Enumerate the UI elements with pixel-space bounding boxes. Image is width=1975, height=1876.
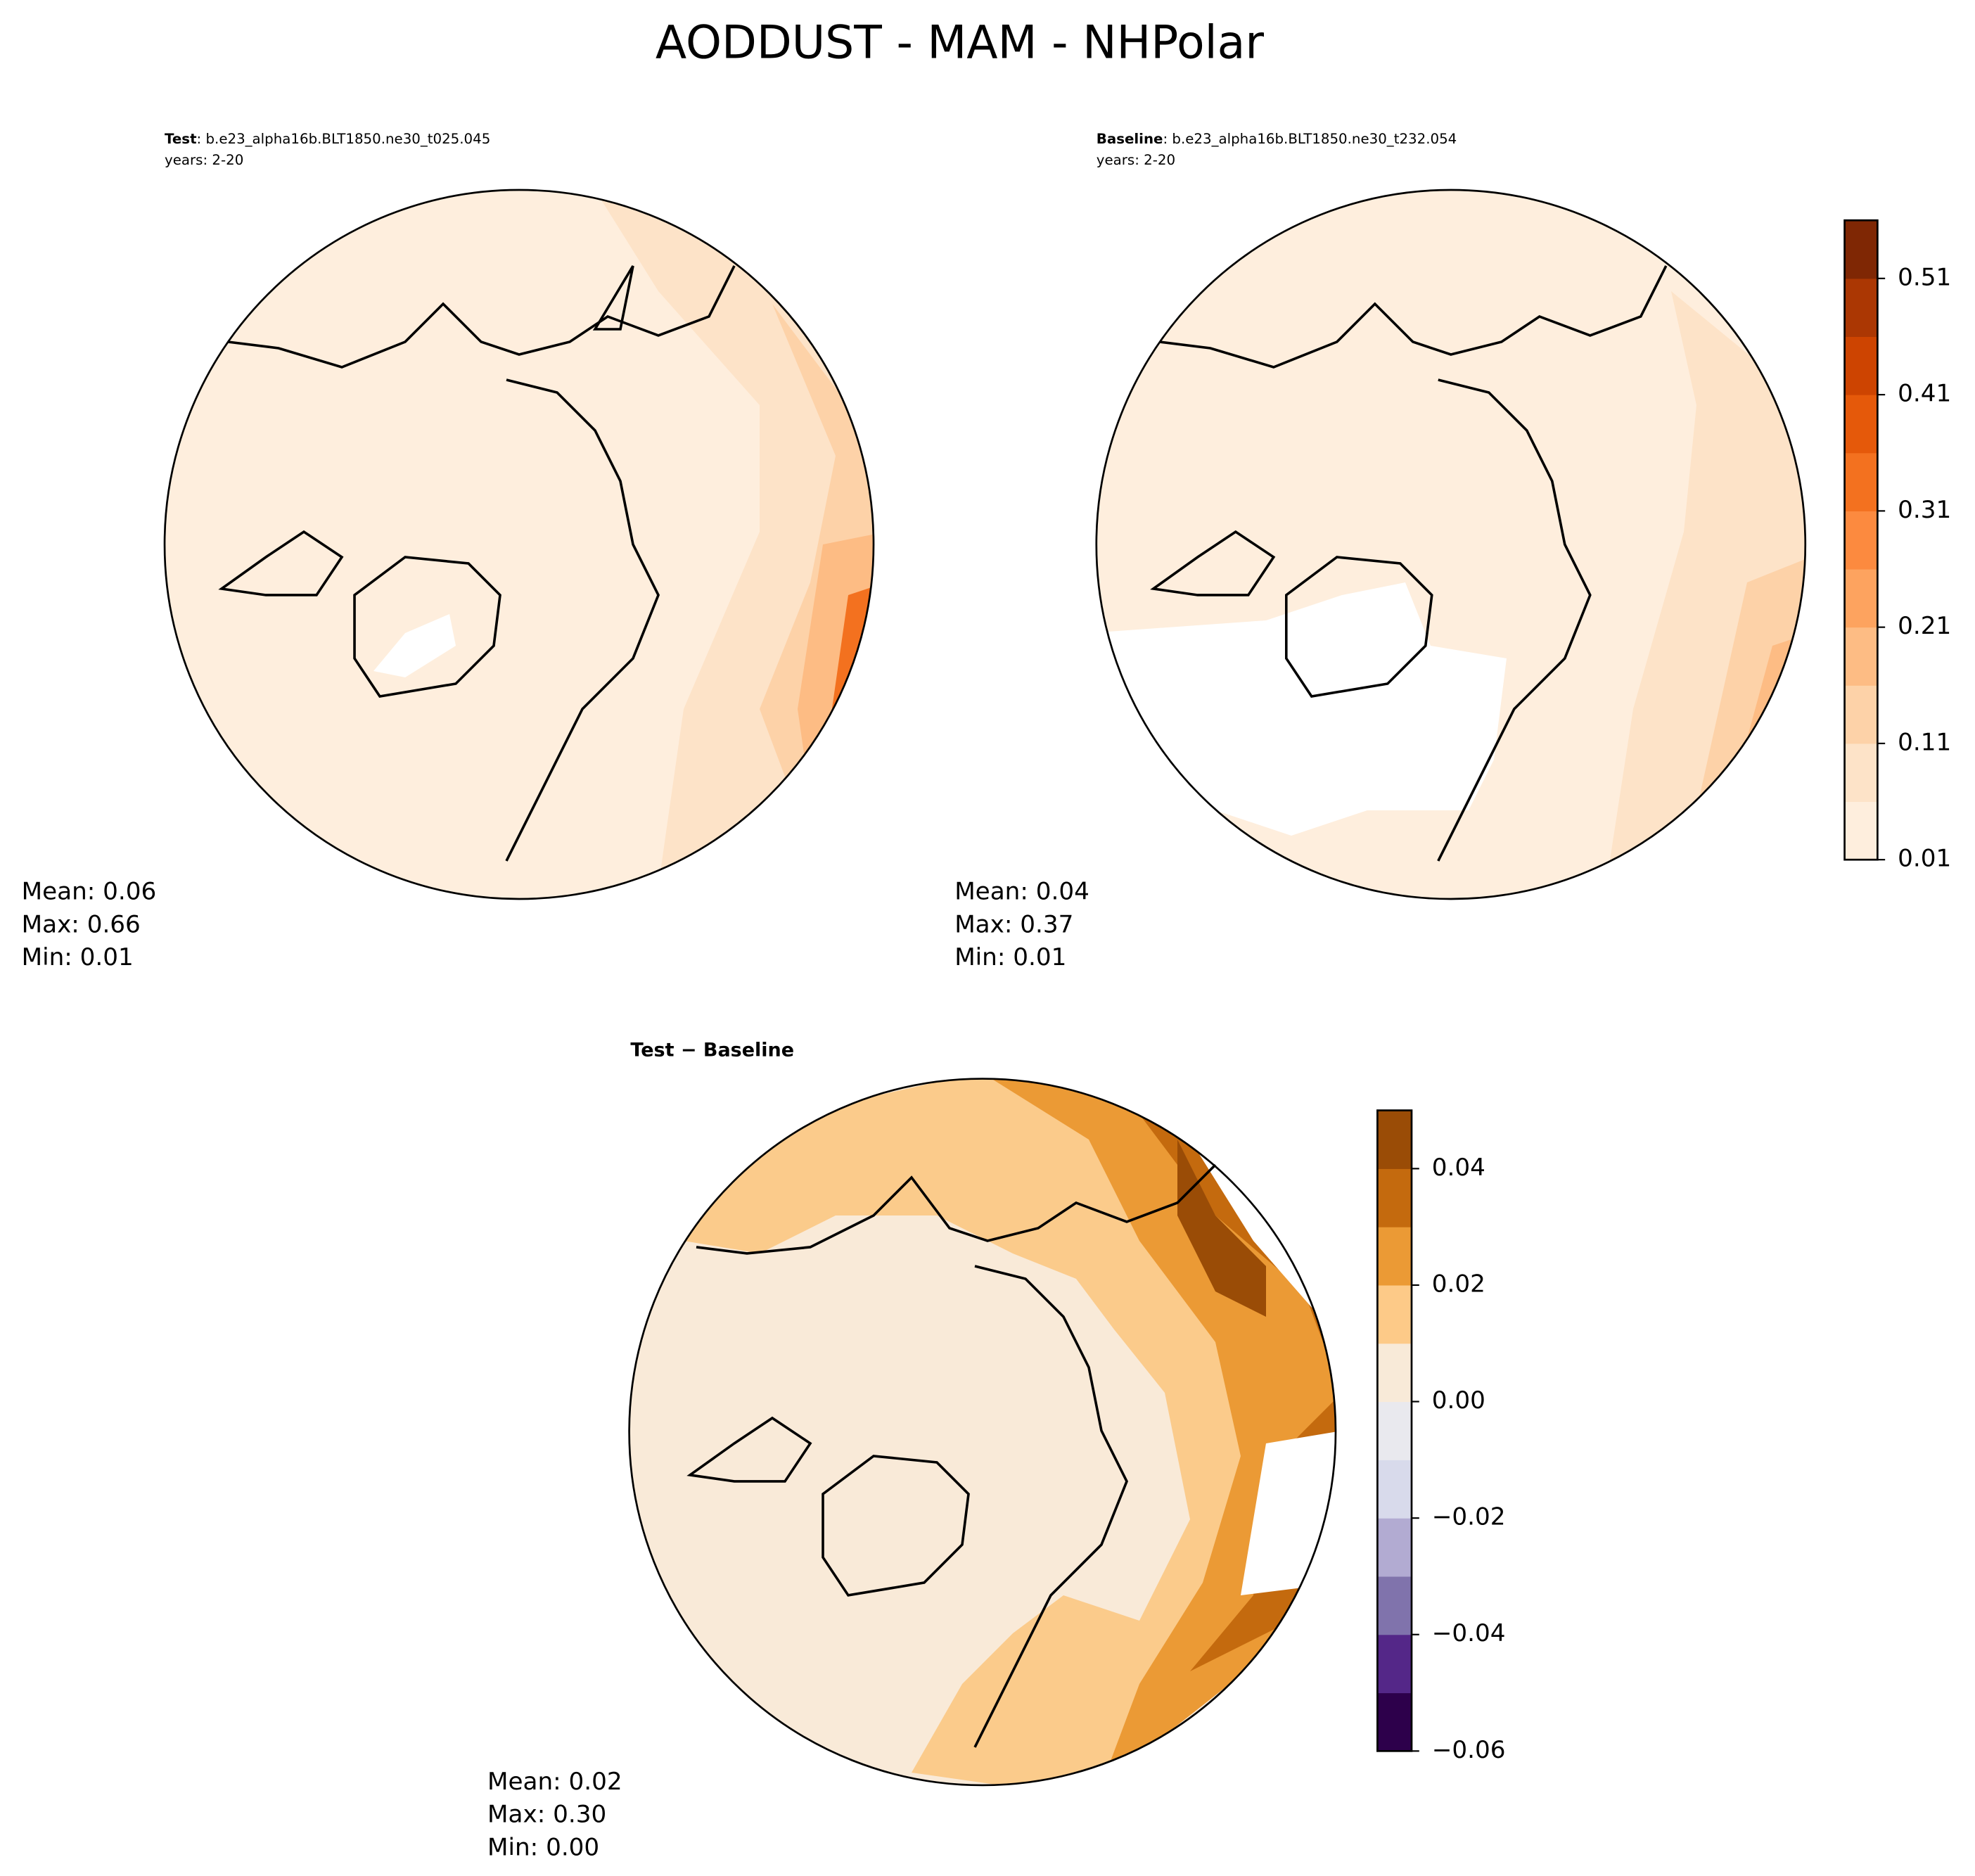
colorbar-band: [1844, 278, 1878, 338]
colorbar-band: [1377, 1576, 1412, 1635]
stat: Max: 0.66: [22, 910, 141, 938]
stat: Min: 0.00: [487, 1833, 599, 1861]
colorbar-tick-label: 0.31: [1898, 496, 1951, 524]
stat: Mean: 0.06: [22, 877, 157, 905]
map-test: [165, 189, 874, 899]
map-border: [163, 189, 875, 900]
colorbar-band: [1844, 743, 1878, 803]
colorbar-band: [1377, 1110, 1412, 1169]
colorbar-band: [1377, 1460, 1412, 1519]
stat: Max: 0.30: [487, 1801, 606, 1829]
colorbar-band: [1377, 1343, 1412, 1403]
colorbar-band: [1844, 511, 1878, 570]
colorbar-band: [1377, 1692, 1412, 1751]
colorbar-tick-label: 0.04: [1432, 1154, 1485, 1182]
stat: Mean: 0.02: [487, 1768, 622, 1796]
stat: Max: 0.37: [954, 910, 1073, 938]
case-name: : b.e23_alpha16b.BLT1850.ne30_t025.045: [197, 130, 491, 146]
case-label: Baseline: [1097, 130, 1163, 146]
figure-title: AODDUST - MAM - NHPolar: [656, 16, 1265, 69]
coastline: [686, 1163, 1217, 1748]
years: years: 2-20: [165, 152, 243, 168]
colorbar-band: [1844, 569, 1878, 628]
colorbar-tick-label: −0.04: [1432, 1619, 1506, 1647]
colorbar-band: [1844, 685, 1878, 744]
colorbar-tick-label: −0.06: [1432, 1736, 1506, 1764]
colorbar-tick-label: 0.01: [1898, 845, 1951, 873]
colorbar-tick-label: 0.51: [1898, 263, 1951, 291]
colorbar-band: [1844, 627, 1878, 686]
case-label: Test: [165, 130, 197, 146]
map-border: [628, 1078, 1337, 1787]
colorbar-band: [1377, 1227, 1412, 1286]
colorbar-band: [1377, 1634, 1412, 1694]
colorbar-band: [1377, 1284, 1412, 1344]
coastline: [1150, 265, 1668, 862]
case-name: : b.e23_alpha16b.BLT1850.ne30_t232.054: [1163, 130, 1457, 146]
colorbar-band: [1844, 336, 1878, 395]
map-border: [1095, 189, 1807, 900]
colorbar-tick-label: 0.21: [1898, 612, 1951, 640]
colorbar-tick-label: 0.41: [1898, 380, 1951, 408]
panel-label: Baseline: b.e23_alpha16b.BLT1850.ne30_t2…: [1097, 130, 1457, 146]
panel-label: Test: b.e23_alpha16b.BLT1850.ne30_t025.0…: [165, 130, 490, 146]
colorbar-tick-label: 0.02: [1432, 1270, 1485, 1298]
colorbar-tick-label: 0.00: [1432, 1386, 1485, 1415]
stat: Min: 0.01: [22, 943, 134, 971]
colorbar-frame: [1843, 219, 1879, 861]
colorbar-band: [1377, 1168, 1412, 1227]
colorbar-tick-label: −0.02: [1432, 1503, 1506, 1531]
colorbar-band: [1844, 220, 1878, 279]
colorbar-tick-label: 0.11: [1898, 728, 1951, 756]
colorbar-frame: [1376, 1109, 1413, 1752]
colorbar-band: [1844, 452, 1878, 511]
colorbar-band: [1844, 801, 1878, 860]
years: years: 2-20: [1097, 152, 1175, 168]
colorbar-band: [1844, 395, 1878, 454]
colorbar-band: [1377, 1518, 1412, 1577]
stat: Mean: 0.04: [954, 877, 1089, 905]
coastline: [218, 265, 736, 862]
panel-label: Test − Baseline: [630, 1039, 794, 1061]
colorbar-band: [1377, 1401, 1412, 1460]
stat: Min: 0.01: [954, 943, 1066, 971]
